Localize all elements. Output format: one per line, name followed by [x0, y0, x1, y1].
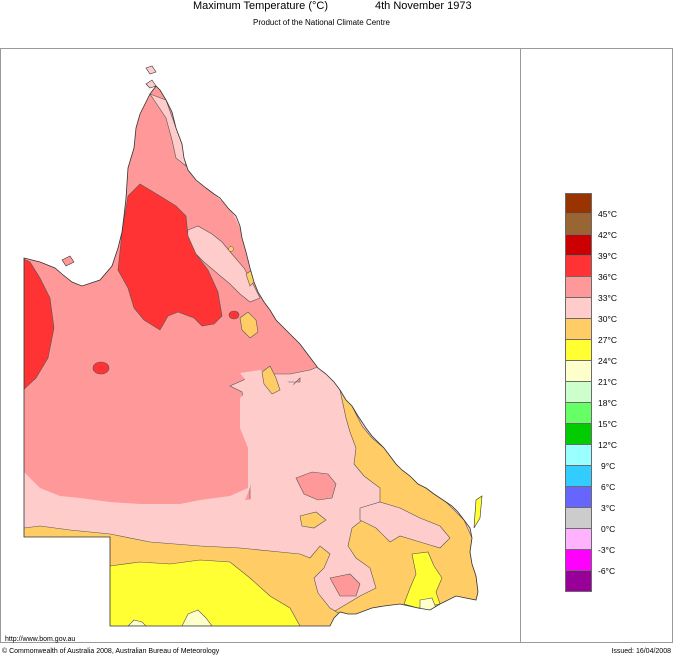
legend-divider: [520, 48, 521, 643]
legend-label: 9°C: [601, 461, 616, 471]
legend-swatch-0-3: [565, 508, 592, 529]
legend-label: 24°C: [598, 356, 617, 366]
queensland-temperature-map: [23, 65, 483, 627]
subtitle: Product of the National Climate Centre: [253, 18, 390, 27]
legend-label: -6°C: [598, 566, 616, 576]
issued-date: Issued: 16/04/2008: [611, 648, 671, 655]
legend-swatch-36-39: [565, 256, 592, 277]
legend-swatch-neg6-neg3: [565, 550, 592, 571]
legend-swatch-18-21: [565, 382, 592, 403]
legend-label: 42°C: [598, 230, 617, 240]
legend-label: 12°C: [598, 440, 617, 450]
map-frame: [0, 48, 673, 643]
legend-label: 3°C: [601, 503, 616, 513]
legend-label: 21°C: [598, 377, 617, 387]
legend-swatch-33-36: [565, 277, 592, 298]
legend-label: 15°C: [598, 419, 617, 429]
legend-label: 33°C: [598, 293, 617, 303]
legend-label: 45°C: [598, 209, 617, 219]
source-url: http://www.bom.gov.au: [5, 636, 76, 643]
legend-swatch-6-9: [565, 466, 592, 487]
legend-swatch-30-33: [565, 298, 592, 319]
legend-swatch-27-30: [565, 319, 592, 340]
legend-swatch-9-12: [565, 445, 592, 466]
legend-swatch-15-18: [565, 403, 592, 424]
legend-label: 27°C: [598, 335, 617, 345]
legend-label: 30°C: [598, 314, 617, 324]
legend-swatch-below-neg6: [565, 571, 592, 592]
legend-swatch-45-plus: [565, 193, 592, 214]
legend-swatch-neg3-0: [565, 529, 592, 550]
legend-label: 0°C: [601, 524, 616, 534]
title-variable: Maximum Temperature (°C): [193, 0, 329, 12]
legend-label: 18°C: [598, 398, 617, 408]
legend-swatch-42-45: [565, 214, 592, 235]
legend-swatch-24-27: [565, 340, 592, 361]
legend-label: 6°C: [601, 482, 616, 492]
legend-swatch-39-42: [565, 235, 592, 256]
title-date: 4th November 1973: [375, 0, 472, 12]
copyright-notice: © Commonwealth of Australia 2008, Austra…: [2, 648, 220, 655]
legend-label: 39°C: [598, 251, 617, 261]
legend-swatch-12-15: [565, 424, 592, 445]
legend-label: 36°C: [598, 272, 617, 282]
legend-label: -3°C: [598, 545, 616, 555]
chart-title: Maximum Temperature (°C) 4th November 19…: [0, 0, 674, 14]
legend-swatch-21-24: [565, 361, 592, 382]
legend-swatch-3-6: [565, 487, 592, 508]
